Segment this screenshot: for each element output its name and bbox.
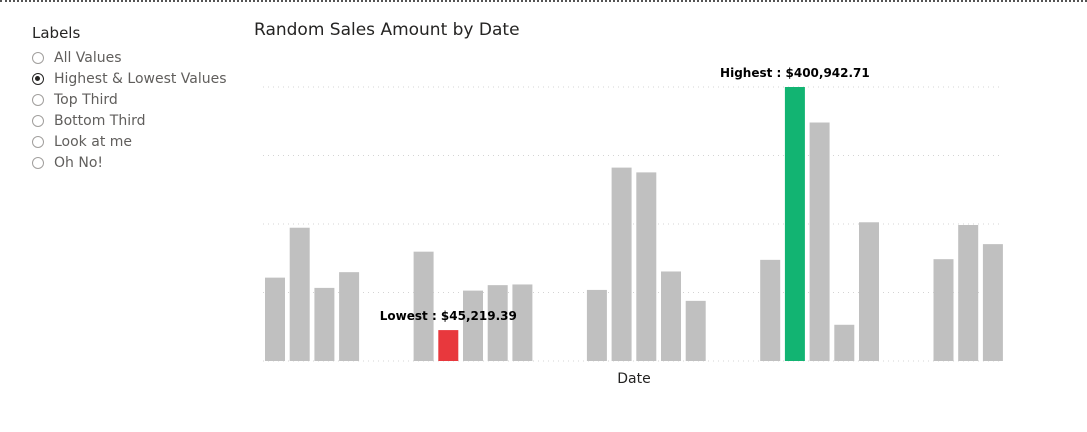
option-label: Top Third — [54, 91, 118, 108]
bar[interactable] — [661, 271, 681, 361]
option-bottom-third[interactable]: Bottom Third — [32, 110, 242, 131]
radio-icon[interactable] — [32, 156, 44, 169]
option-label: Look at me — [54, 133, 133, 150]
radio-checked-icon[interactable] — [32, 72, 44, 85]
option-label: Bottom Third — [54, 112, 146, 129]
bar[interactable] — [339, 272, 360, 361]
option-look-at-me[interactable]: Look at me — [32, 131, 242, 152]
data-label-lowest: Lowest : $45,219.39 — [380, 309, 517, 323]
bar[interactable] — [611, 167, 632, 361]
data-label-highest: Highest : $400,942.71 — [720, 66, 870, 80]
labels-slicer: Labels All Values Highest & Lowest Value… — [32, 24, 242, 173]
bar[interactable] — [760, 259, 781, 361]
radio-icon[interactable] — [32, 114, 44, 127]
visual-border — [0, 0, 1087, 2]
bar[interactable] — [265, 277, 285, 361]
bar[interactable] — [463, 290, 483, 361]
bar[interactable] — [982, 244, 1003, 361]
option-label: Oh No! — [54, 154, 103, 171]
radio-icon[interactable] — [32, 135, 44, 148]
bar[interactable] — [809, 122, 830, 361]
option-top-third[interactable]: Top Third — [32, 89, 242, 110]
bar[interactable] — [859, 222, 879, 361]
bar[interactable] — [413, 251, 434, 361]
bar-highest[interactable] — [784, 87, 805, 361]
option-all-values[interactable]: All Values — [32, 47, 242, 68]
x-axis-label: Date — [617, 371, 650, 387]
bar[interactable] — [933, 259, 954, 361]
bar-lowest[interactable] — [438, 330, 459, 361]
bar[interactable] — [512, 284, 533, 361]
option-highest-lowest[interactable]: Highest & Lowest Values — [32, 68, 242, 89]
bars — [265, 87, 1003, 361]
bar[interactable] — [958, 225, 979, 361]
bar[interactable] — [834, 324, 855, 361]
bar[interactable] — [314, 287, 335, 361]
bar[interactable] — [685, 300, 706, 361]
option-label: Highest & Lowest Values — [54, 70, 227, 87]
option-oh-no[interactable]: Oh No! — [32, 152, 242, 173]
chart-title: Random Sales Amount by Date — [254, 20, 520, 40]
radio-icon[interactable] — [32, 51, 44, 64]
bar[interactable] — [487, 285, 508, 361]
bar[interactable] — [586, 289, 607, 361]
bar[interactable] — [289, 227, 310, 361]
bar[interactable] — [636, 172, 657, 361]
option-label: All Values — [54, 49, 122, 66]
radio-icon[interactable] — [32, 93, 44, 106]
data-labels: Highest : $400,942.71 Lowest : $45,219.39 — [380, 66, 870, 323]
slicer-title: Labels — [32, 24, 81, 42]
gridlines — [263, 86, 1003, 362]
